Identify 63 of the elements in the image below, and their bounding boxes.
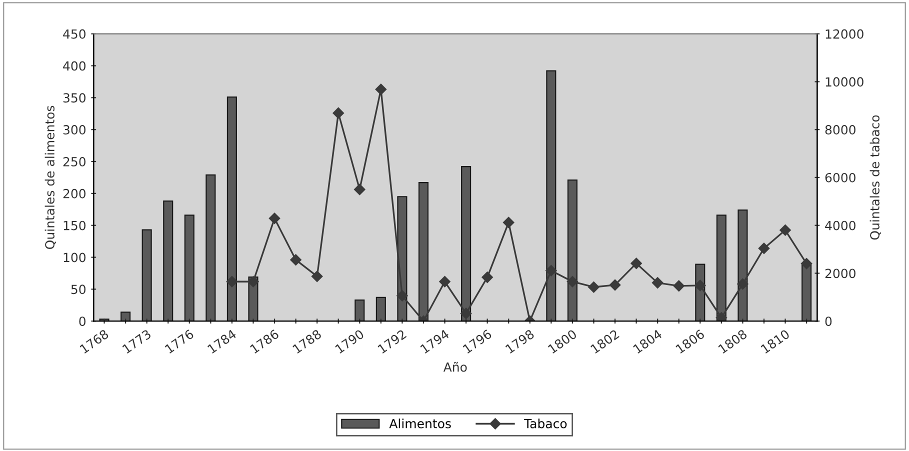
bar (567, 179, 578, 322)
point (800, 258, 812, 270)
y-tick-label: 200 (63, 188, 86, 198)
bar (546, 70, 556, 322)
point (588, 282, 600, 293)
point (503, 216, 514, 228)
point (460, 308, 472, 320)
point (226, 276, 238, 288)
point (609, 279, 621, 291)
bar (226, 96, 237, 322)
y-tick-label: 450 (63, 29, 86, 39)
point (716, 312, 728, 322)
point (354, 184, 366, 196)
point (694, 280, 706, 292)
point (652, 277, 664, 288)
bar (142, 229, 152, 322)
bar (802, 264, 812, 322)
bar (120, 312, 131, 322)
bar (206, 174, 216, 322)
y2-tick-label: 6000 (825, 172, 856, 182)
y-tick-label: 400 (63, 61, 86, 71)
point (737, 278, 748, 290)
point (396, 290, 408, 302)
bar (738, 209, 748, 322)
point (290, 254, 302, 266)
y-tick-label: 250 (63, 156, 86, 166)
bar (418, 182, 429, 322)
point (673, 280, 684, 292)
y-axis-title: Quintales de alimentos (44, 106, 56, 249)
y2-tick-label: 10000 (826, 77, 864, 87)
bar (184, 214, 194, 322)
point (630, 258, 642, 270)
y-tick-label: 50 (71, 284, 86, 294)
point (780, 224, 791, 236)
y-tick-label: 150 (64, 220, 86, 230)
point (566, 276, 578, 288)
y-tick-label: 0 (79, 316, 86, 326)
bar (716, 214, 726, 322)
point (311, 270, 323, 282)
point (439, 276, 450, 288)
y-tick-label: 300 (63, 125, 86, 135)
x-axis-title: Año (443, 362, 467, 372)
bar (163, 200, 174, 322)
point (332, 107, 344, 119)
point (758, 242, 770, 254)
y2-axis-title: Quintales de tabaco (870, 115, 881, 240)
point (482, 272, 493, 283)
y2-tick-label: 4000 (825, 220, 856, 230)
point (546, 264, 557, 276)
bar (376, 296, 386, 322)
y-tick-label: 350 (63, 93, 86, 103)
y2-tick-label: 12000 (826, 29, 864, 39)
y2-tick-label: 2000 (825, 268, 856, 278)
y2-tick-label: 0 (825, 316, 832, 326)
point (375, 84, 387, 95)
point (268, 212, 280, 224)
y-tick-label: 100 (64, 252, 86, 262)
bar (461, 166, 472, 322)
bar (354, 299, 365, 322)
point (248, 276, 259, 288)
legend-label: Tabaco (524, 418, 567, 428)
y2-tick-label: 8000 (825, 125, 856, 135)
legend-label: Alimentos (389, 418, 451, 428)
